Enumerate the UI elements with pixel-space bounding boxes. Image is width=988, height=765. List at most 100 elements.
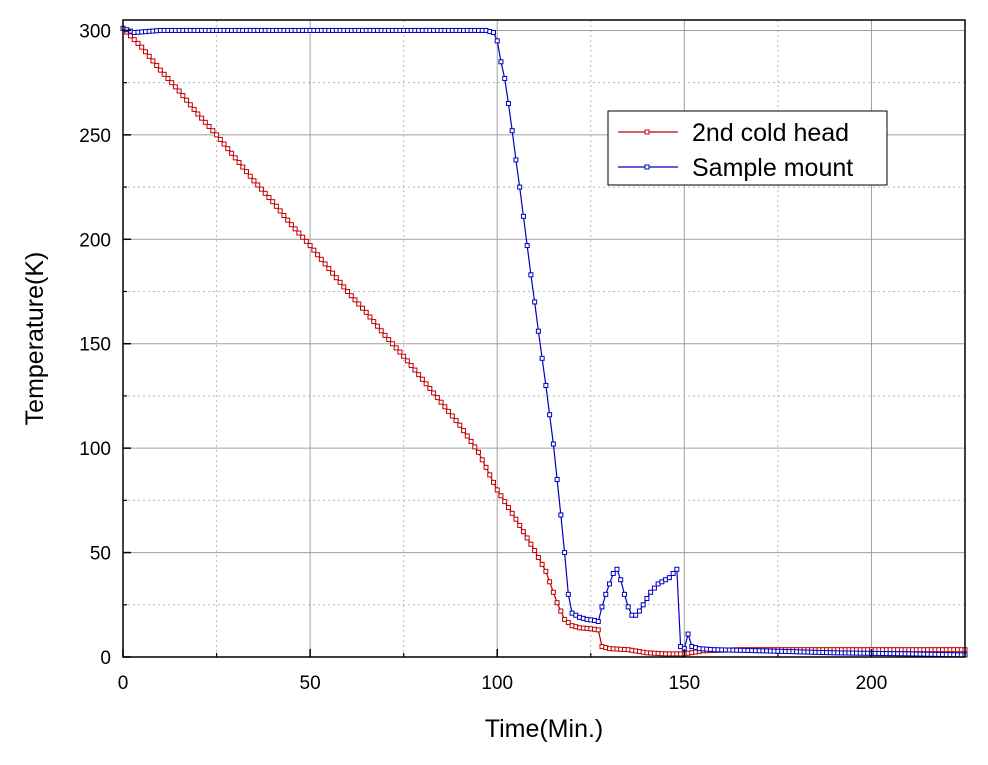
data-point: [502, 75, 508, 81]
data-point: [543, 568, 549, 574]
data-point: [221, 141, 227, 147]
x-tick-label: 100: [481, 673, 513, 694]
data-point: [142, 49, 148, 55]
x-axis-title: Time(Min.): [485, 715, 604, 743]
data-point: [554, 600, 560, 606]
data-point: [337, 279, 343, 285]
legend: 2nd cold head Sample mount: [607, 110, 888, 186]
data-point: [165, 75, 171, 81]
data-point: [386, 337, 392, 343]
data-point: [154, 63, 160, 69]
data-point: [685, 631, 691, 637]
y-tick-label: 50: [90, 544, 111, 565]
data-point: [303, 238, 309, 244]
data-point: [618, 577, 624, 583]
data-point: [225, 146, 231, 152]
data-point: [281, 212, 287, 218]
x-tick-label: 0: [118, 673, 129, 694]
data-point: [565, 591, 571, 597]
data-point: [360, 305, 365, 311]
data-point: [532, 547, 538, 553]
data-point: [558, 608, 564, 614]
data-point: [547, 412, 553, 418]
data-point: [251, 178, 257, 184]
data-point: [535, 328, 541, 334]
data-point: [550, 589, 556, 595]
data-point: [217, 136, 223, 142]
data-point: [543, 382, 549, 388]
data-point: [199, 115, 205, 121]
data-point: [644, 596, 650, 602]
data-point: [333, 275, 339, 281]
data-point: [243, 169, 249, 175]
data-point: [345, 289, 351, 295]
y-tick-label: 200: [79, 230, 111, 251]
data-point: [509, 128, 515, 134]
legend-marker-swatch: [644, 164, 650, 170]
data-point: [621, 591, 627, 597]
series-layer: [120, 25, 968, 658]
data-point: [262, 190, 268, 196]
data-point: [476, 449, 482, 455]
data-point: [640, 602, 646, 608]
data-point: [322, 261, 328, 267]
data-point: [431, 390, 437, 396]
data-point: [528, 272, 534, 278]
legend-marker-swatch: [644, 129, 650, 135]
y-tick-label: 100: [79, 439, 111, 460]
data-point: [408, 362, 414, 368]
data-point: [610, 570, 616, 576]
data-point: [318, 256, 324, 262]
data-point: [595, 619, 601, 624]
legend-items: 2nd cold head Sample mount: [618, 119, 853, 182]
data-point: [524, 243, 530, 249]
data-point: [494, 38, 500, 44]
data-point: [330, 270, 336, 276]
data-point: [517, 522, 523, 528]
data-point: [348, 293, 354, 299]
data-point: [127, 33, 133, 39]
y-axis-title: Temperature(K): [21, 252, 49, 426]
plot-frame: [122, 19, 966, 658]
data-point: [300, 234, 306, 240]
data-point: [146, 53, 152, 59]
data-point: [457, 422, 463, 428]
data-point: [423, 381, 429, 387]
data-point: [494, 487, 500, 493]
data-point: [139, 44, 145, 50]
data-point: [397, 349, 403, 355]
x-tick-label: 200: [856, 673, 888, 694]
data-point: [416, 372, 422, 378]
data-point: [651, 585, 657, 591]
data-point: [285, 217, 291, 223]
data-point: [277, 208, 283, 214]
data-point: [513, 516, 519, 522]
data-point: [490, 479, 496, 485]
data-point: [266, 195, 272, 201]
data-point: [180, 93, 186, 99]
data-point: [648, 589, 654, 595]
data-point: [490, 30, 496, 36]
data-point: [191, 106, 197, 112]
data-point: [442, 404, 448, 410]
data-point: [374, 323, 380, 329]
data-point: [565, 620, 571, 626]
data-point: [169, 80, 175, 86]
data-point: [446, 408, 452, 414]
tick-layer: [122, 29, 873, 658]
data-point: [599, 604, 605, 610]
data-point: [206, 124, 212, 130]
data-point: [157, 67, 163, 73]
data-point: [311, 247, 317, 253]
data-point: [427, 385, 433, 391]
y-tick-label: 0: [100, 648, 111, 669]
data-point: [273, 203, 279, 209]
data-point: [258, 186, 264, 192]
series-1: [120, 25, 968, 658]
data-point: [352, 297, 358, 303]
data-point: [505, 504, 511, 510]
data-point: [236, 159, 242, 165]
y-tick-label: 150: [79, 335, 111, 356]
data-point: [131, 37, 137, 43]
